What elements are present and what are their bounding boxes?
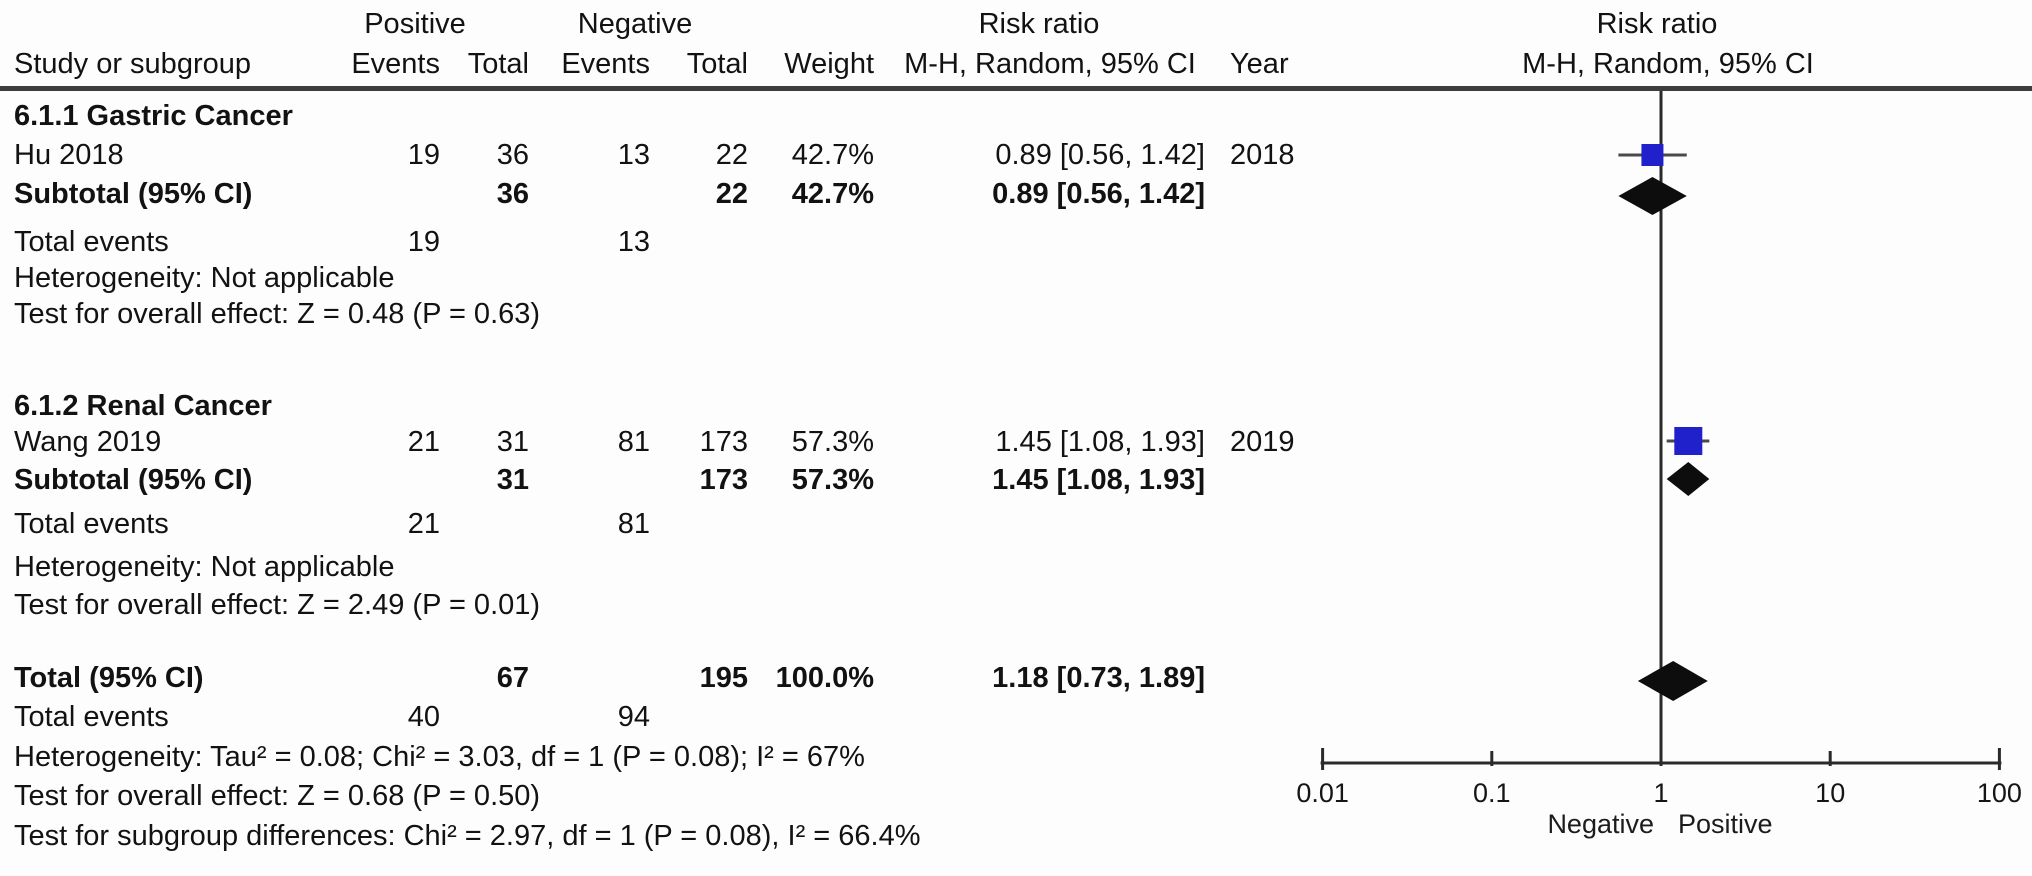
heterogeneity-renal: Heterogeneity: Not applicable — [0, 549, 2032, 585]
header-rule — [0, 86, 2032, 91]
subtotal-row-renal: Subtotal (95% CI) 31 173 57.3% 1.45 [1.0… — [0, 462, 2032, 498]
study-row-hu-2018: Hu 2018 19 36 13 22 42.7% 0.89 [0.56, 1.… — [0, 137, 2032, 173]
total-row: Total (95% CI) 67 195 100.0% 1.18 [0.73,… — [0, 660, 2032, 696]
total-events-label: Total events — [14, 226, 169, 258]
negative-events: 13 — [617, 139, 650, 171]
overall-effect-text: Test for overall effect: Z = 0.48 (P = 0… — [14, 298, 541, 330]
heterogeneity-overall: Heterogeneity: Tau² = 0.08; Chi² = 3.03,… — [0, 739, 2032, 775]
total-events-label: Total events — [14, 701, 169, 733]
total-events-row-renal: Total events 21 81 — [0, 506, 2032, 542]
column-positive-total: Total — [467, 48, 529, 80]
column-year: Year — [1230, 48, 1289, 80]
negative-events: 94 — [617, 701, 650, 733]
header-row-groups: Positive Negative Risk ratio Risk ratio — [0, 6, 2032, 42]
heterogeneity-gastric: Heterogeneity: Not applicable — [0, 260, 2032, 296]
year-value: 2019 — [1230, 426, 1295, 458]
column-positive-events: Events — [351, 48, 440, 80]
positive-events: 21 — [407, 508, 440, 540]
risk-ratio-ci: 1.45 [1.08, 1.93] — [992, 464, 1205, 496]
weight-value: 57.3% — [791, 426, 874, 458]
subgroup-label: 6.1.1 Gastric Cancer — [14, 100, 293, 132]
total-events-row-overall: Total events 40 94 — [0, 699, 2032, 735]
weight-value: 57.3% — [791, 464, 874, 496]
column-risk-ratio-plot: Risk ratio — [1596, 8, 1718, 40]
header-row-columns: Study or subgroup Events Total Events To… — [0, 46, 2032, 82]
total-events-label: Total events — [14, 508, 169, 540]
column-study: Study or subgroup — [14, 48, 251, 80]
overall-effect-overall: Test for overall effect: Z = 0.68 (P = 0… — [0, 778, 2032, 814]
column-mh-ci-text: M-H, Random, 95% CI — [904, 48, 1196, 80]
overall-effect-renal: Test for overall effect: Z = 2.49 (P = 0… — [0, 587, 2032, 623]
negative-total: 195 — [699, 662, 748, 694]
heterogeneity-text: Heterogeneity: Not applicable — [14, 262, 395, 294]
positive-events: 21 — [407, 426, 440, 458]
column-negative-events: Events — [561, 48, 650, 80]
negative-events: 13 — [617, 226, 650, 258]
study-row-wang-2019: Wang 2019 21 31 81 173 57.3% 1.45 [1.08,… — [0, 424, 2032, 460]
negative-events: 81 — [617, 508, 650, 540]
column-group-negative: Negative — [577, 8, 693, 40]
risk-ratio-ci: 0.89 [0.56, 1.42] — [995, 139, 1205, 171]
positive-events: 19 — [407, 226, 440, 258]
subtotal-label: Subtotal (95% CI) — [14, 178, 253, 210]
column-weight: Weight — [784, 48, 874, 80]
study-name: Hu 2018 — [14, 139, 124, 171]
subgroup-differences: Test for subgroup differences: Chi² = 2.… — [0, 818, 2032, 854]
negative-total: 173 — [699, 464, 748, 496]
negative-total: 22 — [715, 178, 748, 210]
negative-total: 173 — [699, 426, 748, 458]
subgroup-title-gastric: 6.1.1 Gastric Cancer — [0, 98, 2032, 134]
overall-effect-text: Test for overall effect: Z = 2.49 (P = 0… — [14, 589, 541, 621]
risk-ratio-ci: 0.89 [0.56, 1.42] — [992, 178, 1205, 210]
subgroup-differences-text: Test for subgroup differences: Chi² = 2.… — [14, 820, 921, 852]
total-label: Total (95% CI) — [14, 662, 204, 694]
positive-total: 67 — [496, 662, 529, 694]
heterogeneity-text: Heterogeneity: Not applicable — [14, 551, 395, 583]
column-risk-ratio-text: Risk ratio — [978, 8, 1100, 40]
subgroup-label: 6.1.2 Renal Cancer — [14, 390, 272, 422]
total-events-row-gastric: Total events 19 13 — [0, 224, 2032, 260]
positive-events: 40 — [407, 701, 440, 733]
year-value: 2018 — [1230, 139, 1295, 171]
positive-total: 31 — [496, 426, 529, 458]
weight-value: 100.0% — [775, 662, 874, 694]
risk-ratio-ci: 1.18 [0.73, 1.89] — [992, 662, 1205, 694]
negative-total: 22 — [715, 139, 748, 171]
heterogeneity-text: Heterogeneity: Tau² = 0.08; Chi² = 3.03,… — [14, 741, 865, 773]
study-name: Wang 2019 — [14, 426, 162, 458]
axis-label-negative: Negative — [1547, 809, 1655, 839]
positive-events: 19 — [407, 139, 440, 171]
risk-ratio-ci: 1.45 [1.08, 1.93] — [995, 426, 1205, 458]
column-mh-ci-plot: M-H, Random, 95% CI — [1522, 48, 1814, 80]
subgroup-title-renal: 6.1.2 Renal Cancer — [0, 388, 2032, 424]
subtotal-label: Subtotal (95% CI) — [14, 464, 253, 496]
axis-direction-caption: Negative Positive — [1460, 806, 1860, 842]
positive-total: 36 — [496, 139, 529, 171]
column-negative-total: Total — [686, 48, 748, 80]
subtotal-row-gastric: Subtotal (95% CI) 36 22 42.7% 0.89 [0.56… — [0, 176, 2032, 212]
column-group-positive: Positive — [364, 8, 466, 40]
positive-total: 31 — [496, 464, 529, 496]
weight-value: 42.7% — [791, 139, 874, 171]
weight-value: 42.7% — [791, 178, 874, 210]
overall-effect-gastric: Test for overall effect: Z = 0.48 (P = 0… — [0, 296, 2032, 332]
negative-events: 81 — [617, 426, 650, 458]
overall-effect-text: Test for overall effect: Z = 0.68 (P = 0… — [14, 780, 541, 812]
axis-label-positive: Positive — [1678, 809, 1773, 839]
positive-total: 36 — [496, 178, 529, 210]
